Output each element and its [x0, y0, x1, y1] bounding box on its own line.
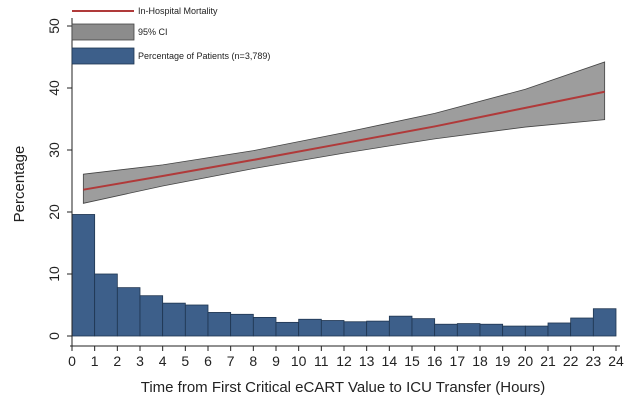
bar — [343, 321, 368, 337]
bar — [592, 308, 617, 337]
bar — [298, 318, 322, 337]
x-tick-label: 0 — [68, 353, 76, 369]
x-tick-label: 6 — [204, 353, 212, 369]
x-tick-label: 7 — [227, 353, 235, 369]
x-tick-label: 17 — [450, 353, 466, 369]
bar — [502, 325, 526, 337]
bar — [207, 312, 232, 337]
x-tick-label: 23 — [586, 353, 602, 369]
bar — [434, 323, 458, 337]
bar — [366, 320, 390, 337]
bar — [230, 313, 254, 337]
y-tick-label: 40 — [46, 80, 62, 96]
legend-ci-label: 95% CI — [138, 27, 168, 37]
y-tick-label: 0 — [46, 332, 62, 340]
bar — [139, 295, 164, 337]
x-tick-label: 22 — [563, 353, 579, 369]
y-tick-label: 50 — [46, 18, 62, 34]
bar — [116, 287, 141, 337]
bar — [184, 304, 209, 337]
x-tick-label: 3 — [136, 353, 144, 369]
bar — [479, 323, 504, 337]
bar — [411, 318, 436, 337]
legend-ci-swatch — [71, 23, 135, 41]
y-tick-label: 20 — [46, 204, 62, 220]
legend-line-label: In-Hospital Mortality — [138, 6, 218, 16]
legend-bars-swatch — [71, 47, 135, 65]
y-axis-title: Percentage — [11, 146, 28, 223]
x-tick-label: 1 — [91, 353, 99, 369]
x-tick-label: 21 — [540, 353, 556, 369]
x-axis-title: Time from First Critical eCART Value to … — [141, 379, 546, 396]
ticks-layer: 0 1 2 3 4 5 6 7 8 9 10 11 12 13 14 15 16 17 18 19 20 21 22 23 24… — [46, 18, 624, 369]
x-tick-label: 13 — [359, 353, 375, 369]
bar — [547, 322, 572, 337]
x-tick-label: 15 — [404, 353, 420, 369]
bar — [388, 315, 413, 337]
bar — [570, 317, 594, 337]
x-tick-label: 12 — [336, 353, 352, 369]
x-tick-label: 10 — [291, 353, 307, 369]
bar — [252, 316, 277, 337]
ci-band — [82, 61, 606, 204]
bars-layer — [71, 214, 617, 337]
legend-bars-label: Percentage of Patients (n=3,789) — [138, 51, 270, 61]
y-tick-label: 30 — [46, 142, 62, 158]
x-tick-label: 5 — [181, 353, 189, 369]
bar — [275, 321, 300, 337]
legend: In-Hospital Mortality 95% CI Percentage … — [71, 6, 270, 65]
bar — [94, 273, 118, 337]
x-tick-label: 4 — [159, 353, 167, 369]
x-tick-label: 16 — [427, 353, 443, 369]
ci-layer — [82, 61, 606, 204]
x-tick-label: 8 — [249, 353, 257, 369]
x-tick-label: 2 — [113, 353, 121, 369]
x-tick-label: 9 — [272, 353, 280, 369]
axes-layer — [70, 18, 620, 347]
bar — [456, 323, 481, 337]
x-tick-label: 11 — [314, 353, 329, 369]
bar — [71, 214, 96, 337]
bar — [162, 302, 186, 337]
x-tick-label: 24 — [608, 353, 624, 369]
y-tick-label: 10 — [46, 266, 62, 282]
line-layer — [83, 90, 605, 191]
x-tick-label: 20 — [518, 353, 534, 369]
bar — [524, 325, 549, 337]
x-tick-label: 18 — [472, 353, 488, 369]
x-tick-label: 19 — [495, 353, 511, 369]
x-tick-label: 14 — [382, 353, 398, 369]
mortality-line — [83, 90, 605, 191]
bar — [320, 320, 345, 337]
